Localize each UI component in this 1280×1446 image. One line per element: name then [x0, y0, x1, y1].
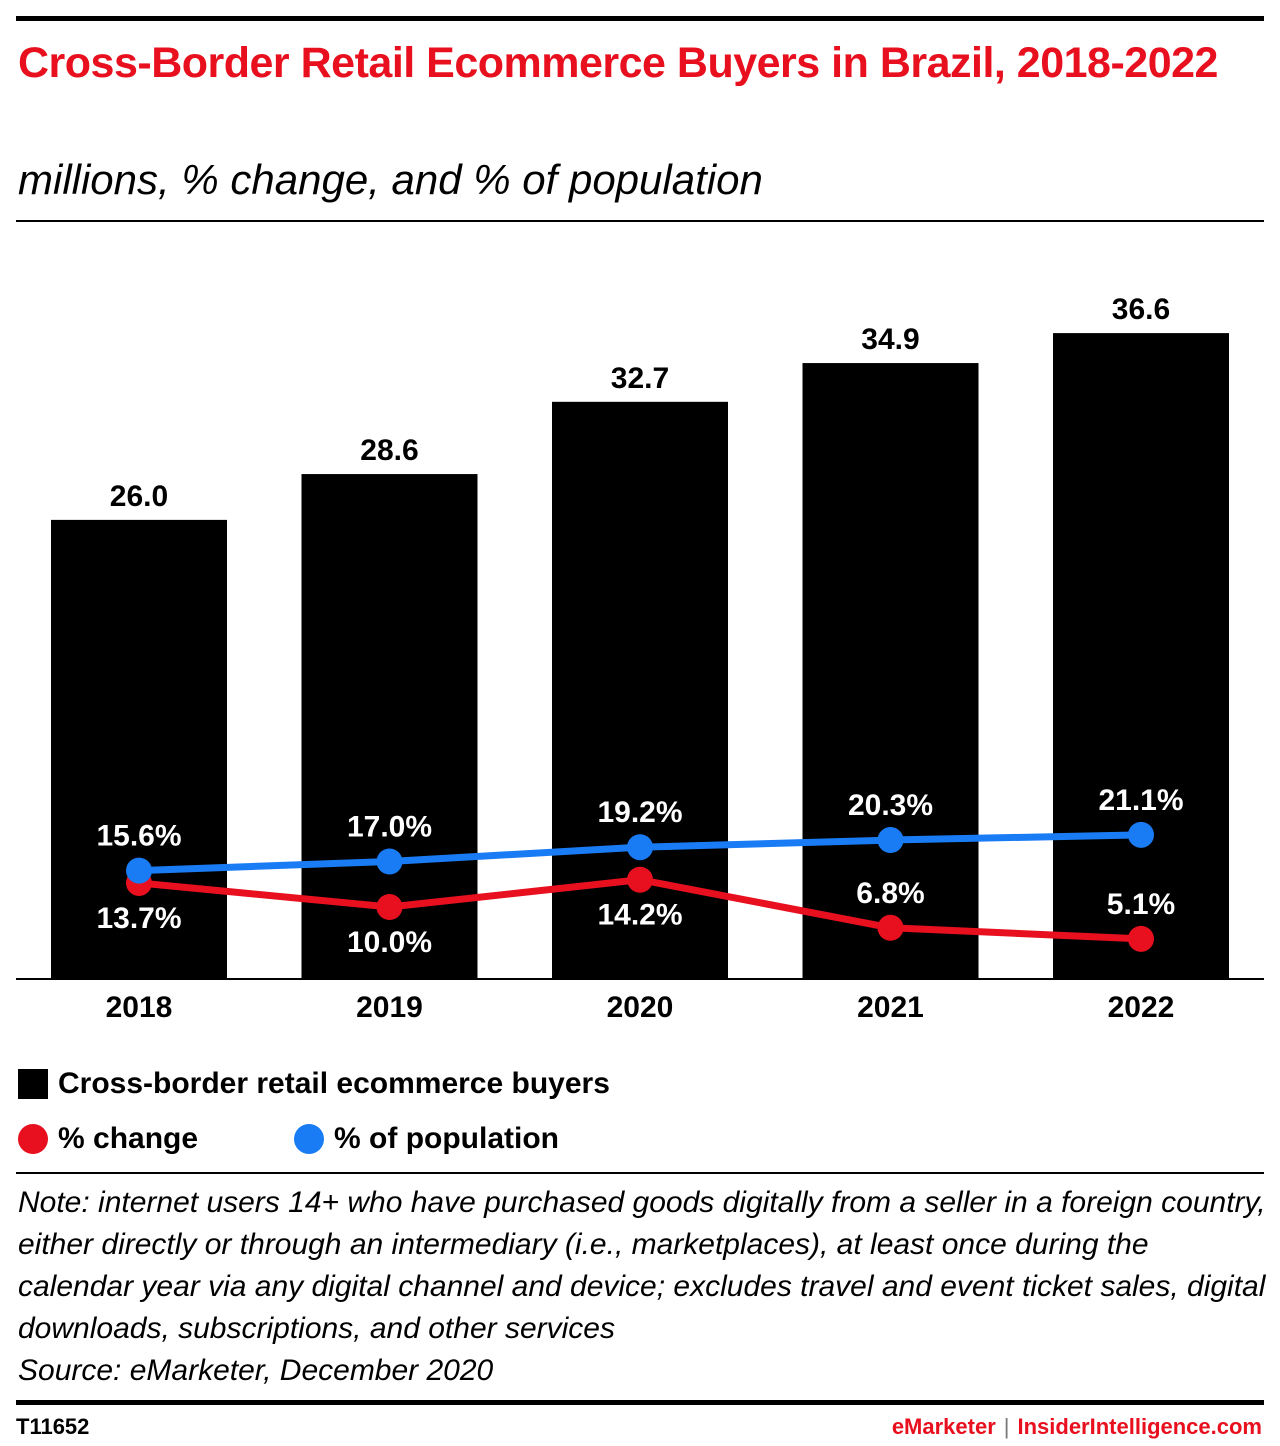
x-tick-label-2021: 2021 — [857, 991, 924, 1024]
bar-value-label-2019: 28.6 — [360, 434, 418, 467]
change-point-2019 — [376, 894, 403, 920]
bar-2022 — [1053, 333, 1229, 978]
x-tick-label-2018: 2018 — [106, 991, 173, 1024]
change-point-2021 — [877, 914, 904, 941]
brand-separator: | — [1003, 1414, 1010, 1439]
legend-swatch-change — [18, 1124, 48, 1154]
brand-insider-intelligence: InsiderIntelligence.com — [1017, 1414, 1262, 1439]
legend-swatch-population — [294, 1124, 325, 1154]
x-tick-label-2019: 2019 — [356, 991, 423, 1024]
bar-2018 — [51, 519, 227, 978]
legend-item-population: % of population — [294, 1122, 559, 1156]
bar-value-label-2018: 26.0 — [110, 480, 168, 513]
legend-label-population: % of population — [334, 1122, 560, 1155]
top-rule — [16, 16, 1264, 21]
note-text: Note: internet users 14+ who have purcha… — [18, 1186, 1266, 1345]
legend-divider — [16, 1172, 1264, 1174]
legend-swatch-bars — [18, 1069, 48, 1099]
chart-title: Cross-Border Retail Ecommerce Buyers in … — [18, 39, 1218, 87]
legend-label-bars: Cross-border retail ecommerce buyers — [58, 1067, 610, 1100]
population-point-2018 — [126, 857, 152, 884]
change-label-2020: 14.2% — [597, 899, 682, 932]
note-block: Note: internet users 14+ who have purcha… — [18, 1182, 1268, 1392]
legend-label-change: % change — [58, 1122, 199, 1155]
bar-value-label-2020: 32.7 — [611, 362, 669, 395]
bar-value-label-2022: 36.6 — [1112, 293, 1170, 326]
population-point-2022 — [1128, 821, 1154, 848]
brand-credit: eMarketer | InsiderIntelligence.com — [892, 1414, 1262, 1440]
combo-chart: 26.0 2018 28.6 2019 32.7 2020 34.9 2021 36.6 2022… — [16, 293, 1264, 1024]
x-tick-label-2022: 2022 — [1108, 991, 1175, 1024]
population-point-2021 — [877, 827, 904, 854]
bar-2021 — [802, 363, 979, 978]
legend-row-bars: Cross-border retail ecommerce buyers — [18, 1064, 610, 1104]
source-text: Source: eMarketer, December 2020 — [18, 1354, 494, 1387]
bar-value-label-2021: 34.9 — [861, 323, 919, 356]
population-point-2020 — [627, 834, 653, 861]
change-point-2022 — [1128, 925, 1154, 952]
population-point-2019 — [376, 848, 403, 875]
population-label-2019: 17.0% — [347, 811, 432, 844]
change-label-2019: 10.0% — [347, 926, 432, 959]
footer-rule — [16, 1400, 1264, 1405]
change-point-2020 — [627, 866, 653, 893]
population-label-2018: 15.6% — [96, 820, 181, 853]
population-label-2021: 20.3% — [848, 789, 933, 822]
legend-row-lines: % change % of population — [18, 1119, 655, 1159]
brand-emarketer: eMarketer — [891, 1414, 996, 1439]
header-divider — [16, 220, 1264, 222]
population-label-2020: 19.2% — [597, 796, 682, 829]
change-label-2022: 5.1% — [1107, 888, 1175, 921]
population-label-2022: 21.1% — [1098, 784, 1183, 817]
legend-item-change: % change — [18, 1122, 198, 1156]
chart-id: T11652 — [16, 1414, 90, 1439]
change-label-2021: 6.8% — [856, 877, 924, 910]
x-tick-label-2020: 2020 — [607, 991, 674, 1024]
change-label-2018: 13.7% — [96, 902, 181, 935]
chart-subtitle: millions, % change, and % of population — [18, 156, 763, 203]
